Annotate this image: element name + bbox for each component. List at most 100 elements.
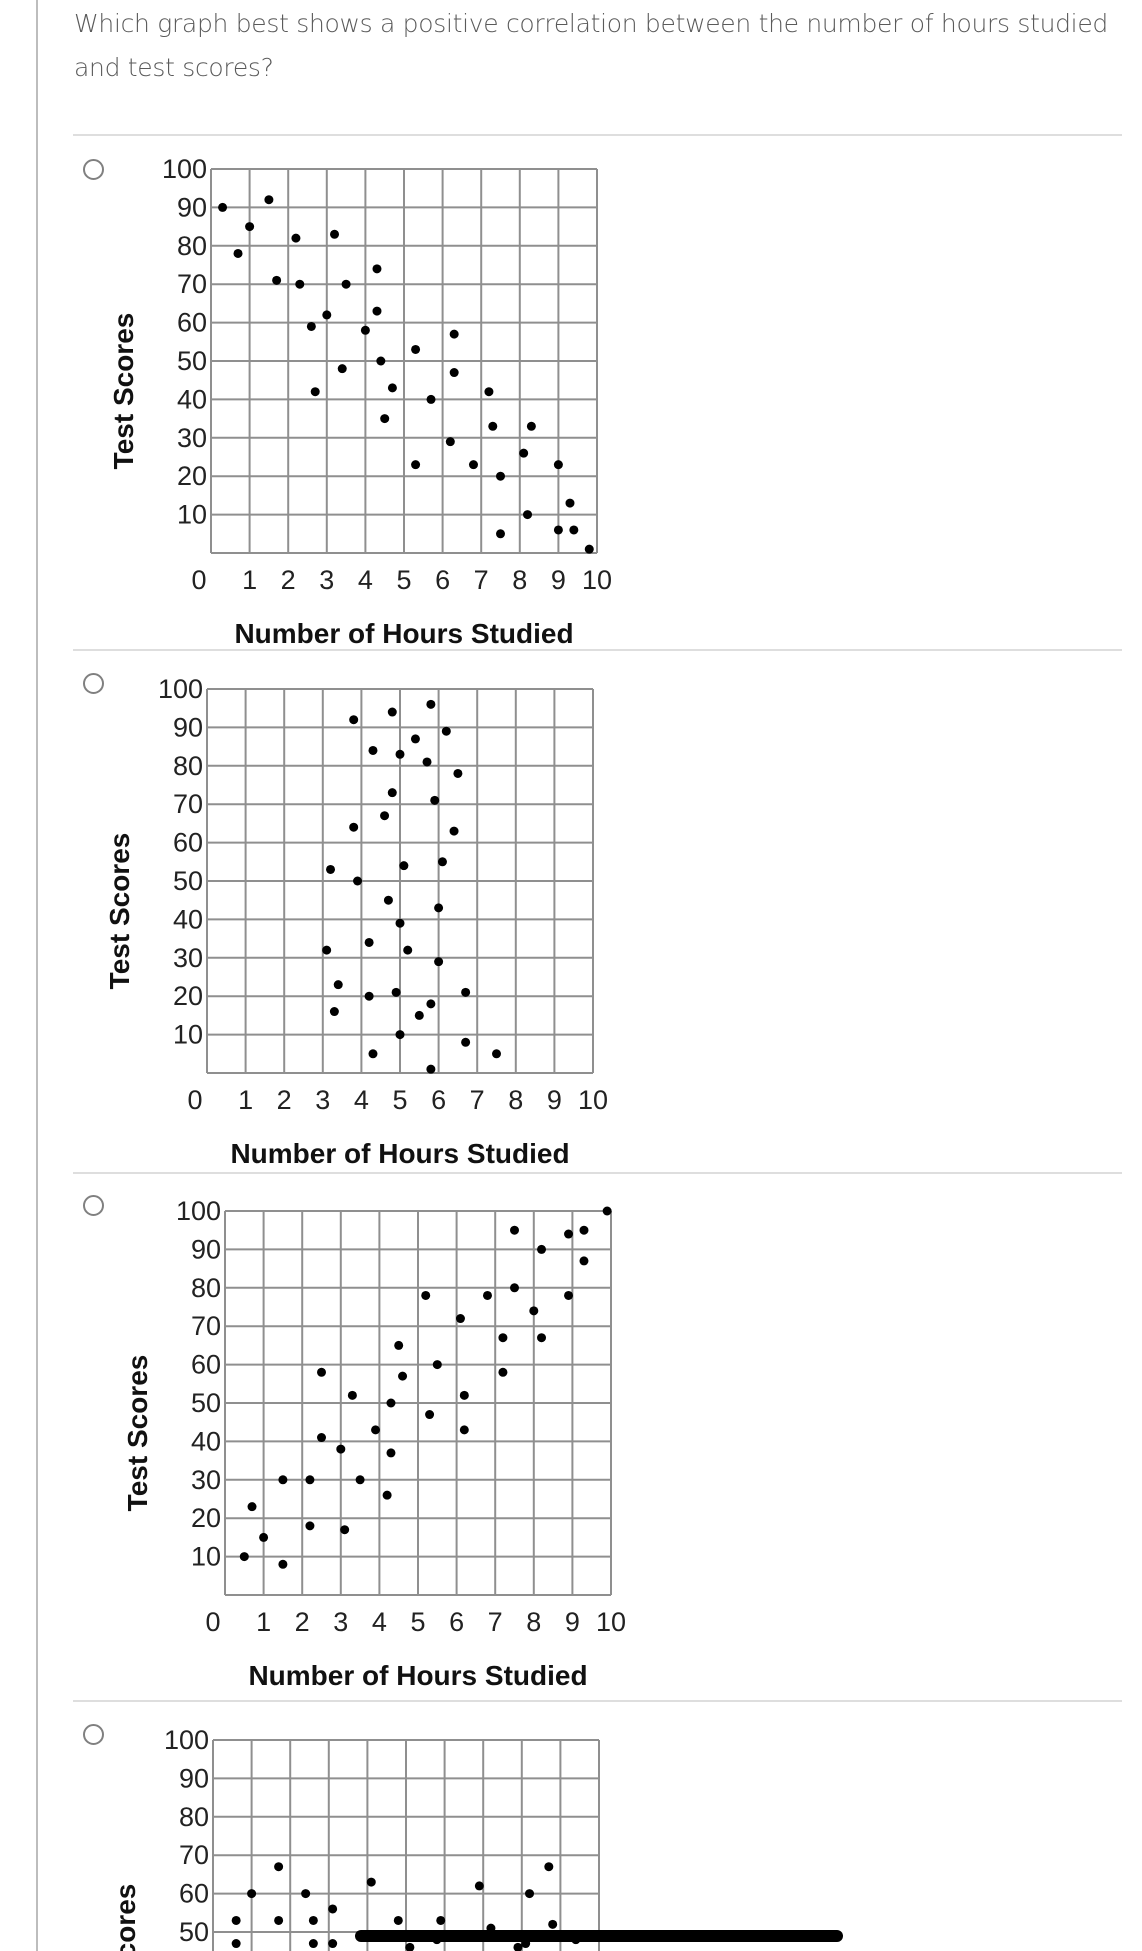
data-point [498,1333,508,1343]
x-tick-label: 2 [281,565,296,595]
y-tick-label: 90 [173,712,203,742]
y-tick-label: 50 [173,866,203,896]
x-axis-label: Number of Hours Studied [234,618,573,649]
answer-option-d[interactable]: 102030405060708090100012345678910Number … [73,1702,1122,1951]
data-point [364,991,374,1001]
data-point [453,768,463,778]
data-point [425,1410,435,1420]
answer-option-a[interactable]: 10 20 30 40 50 60 70 80 90 100 0 1 2 3 4 5 6 7 8 9 10 Number … [73,135,1122,649]
data-point [569,525,579,535]
data-point [326,864,336,874]
answer-option-c[interactable]: 10 20 30 40 50 60 70 80 90 100 0 1 2 3 4 5 6 7 8 9 10 Number … [73,1174,1122,1700]
data-point [386,1448,396,1458]
radio-button-option-a[interactable] [83,159,104,180]
data-point [399,861,409,871]
data-point [349,715,359,725]
data-point [382,1490,392,1500]
y-tick-label: 20 [173,981,203,1011]
y-tick-label: 90 [179,1763,209,1793]
y-tick-label: 50 [191,1388,221,1418]
answer-option-b[interactable]: 10 20 30 40 50 60 70 80 90 100 0 1 2 3 4 5 6 7 8 9 10 Number … [73,651,1122,1172]
data-point [434,957,444,967]
y-tick-label: 60 [179,1879,209,1909]
y-tick-label: 100 [176,1196,221,1226]
x-tick-label: 4 [372,1607,387,1637]
y-axis-label: Test Scores [110,1884,141,1951]
data-point [496,529,505,539]
data-point [386,1398,396,1408]
radio-button-option-b[interactable] [83,673,104,694]
radio-button-option-c[interactable] [83,1195,104,1216]
x-tick-label: 9 [565,1607,580,1637]
x-axis-label: Number of Hours Studied [230,1138,569,1169]
data-point [387,383,397,393]
y-tick-label: 100 [162,154,207,184]
data-point [548,1919,558,1929]
x-tick-label: 1 [238,1085,253,1115]
data-point [360,325,370,335]
data-point [353,876,363,886]
x-tick-label: 7 [470,1085,485,1115]
data-point [387,788,397,798]
y-tick-label: 80 [191,1273,221,1303]
data-point [426,1064,436,1074]
y-tick-label: 100 [158,674,203,704]
data-point [247,1889,257,1899]
data-point [231,1939,241,1949]
left-border-rule [36,0,38,1951]
x-tick-label: 9 [551,565,566,595]
data-point [492,1049,501,1059]
data-point [394,1340,404,1350]
y-tick-label: 50 [179,1917,209,1947]
x-tick-label: 6 [431,1085,446,1115]
data-point [437,857,447,867]
data-point [449,329,459,339]
x-tick-label: 1 [256,1607,271,1637]
data-point [426,699,436,709]
x-tick-label: 7 [488,1607,503,1637]
y-tick-label: 30 [173,943,203,973]
y-tick-label: 90 [191,1234,221,1264]
data-point [459,1390,469,1400]
data-point [513,1942,523,1951]
data-point [414,1010,424,1020]
home-indicator-bar [355,1930,843,1942]
data-point [349,822,359,832]
y-tick-label: 80 [177,231,207,261]
data-point [274,1915,284,1925]
data-point [317,1433,326,1443]
y-tick-label: 40 [191,1426,221,1456]
data-point [537,1244,547,1254]
x-tick-label: 5 [392,1085,407,1115]
data-point [387,707,397,717]
scatter-plot-no-correlation: 10 20 30 40 50 60 70 80 90 100 0 1 2 3 4 5 6 7 8 9 10 Number … [104,674,608,1169]
x-tick-label: 8 [508,1085,523,1115]
data-point [264,195,274,205]
data-point [322,310,332,320]
x-tick-label: 0 [187,1085,202,1115]
y-tick-label: 90 [177,192,207,222]
data-point [272,275,282,285]
data-point [537,1333,547,1343]
data-point [278,1475,288,1485]
data-point [391,987,401,997]
data-point [459,1425,469,1435]
radio-button-option-d[interactable] [83,1724,104,1745]
y-tick-label: 40 [177,384,207,414]
data-point [488,421,498,431]
data-point [380,414,390,424]
data-point [330,229,340,239]
data-point [231,1915,241,1925]
data-point [376,356,386,366]
data-point [432,1360,442,1370]
x-tick-label: 0 [205,1607,220,1637]
y-tick-label: 30 [177,423,207,453]
data-point [564,1290,574,1300]
y-tick-label: 10 [177,500,207,530]
data-point [291,233,301,243]
data-point [411,344,421,354]
y-tick-label: 40 [173,904,203,934]
data-points [322,699,501,1074]
data-point [553,460,563,470]
y-tick-label: 80 [179,1802,209,1832]
